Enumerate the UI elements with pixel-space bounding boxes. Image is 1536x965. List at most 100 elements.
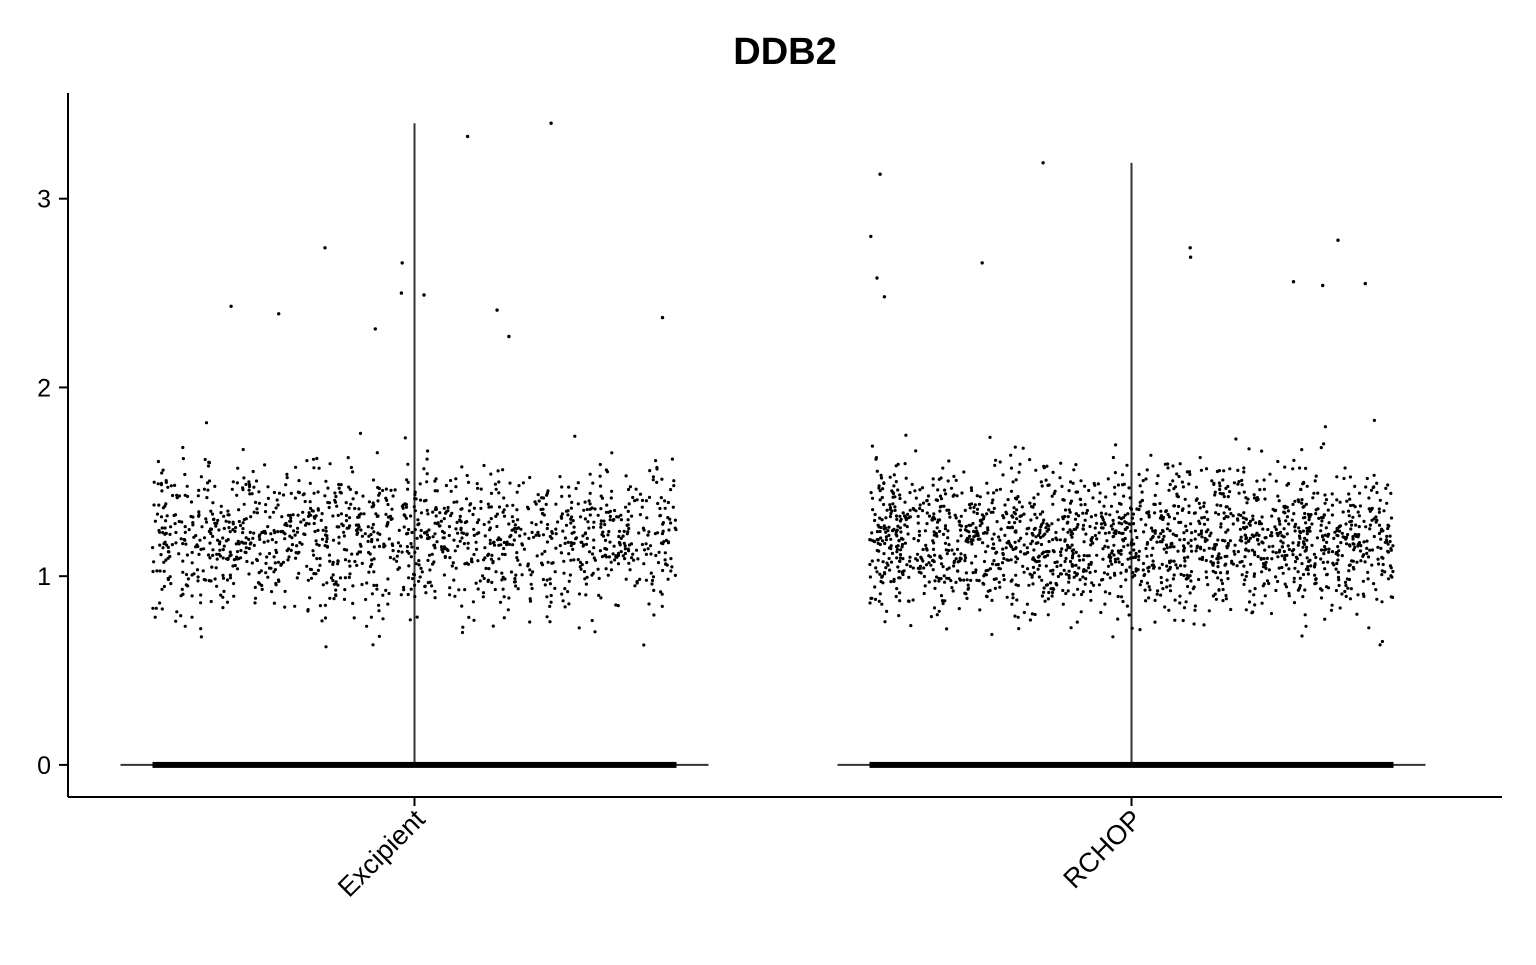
data-point [1197, 533, 1201, 537]
data-point [973, 503, 977, 507]
data-point [908, 564, 913, 569]
data-point [888, 515, 893, 519]
data-point [482, 576, 486, 581]
data-point [922, 574, 927, 579]
data-point [1304, 502, 1308, 506]
data-point [189, 500, 194, 504]
data-point [158, 543, 162, 547]
data-point [216, 538, 220, 542]
data-point [185, 553, 189, 557]
data-point [1256, 538, 1260, 542]
data-point [576, 481, 580, 485]
data-point [1193, 608, 1197, 612]
data-point [339, 483, 343, 487]
data-point [646, 533, 650, 537]
data-point [203, 457, 207, 462]
data-point [578, 565, 582, 569]
data-point [384, 496, 388, 500]
data-point [196, 579, 200, 583]
data-point [316, 507, 320, 511]
data-point [1011, 480, 1015, 484]
data-point [1147, 569, 1151, 573]
data-point [331, 514, 335, 518]
data-point [1297, 586, 1302, 590]
data-point [914, 496, 918, 500]
data-point [488, 526, 492, 530]
data-point [1013, 496, 1018, 500]
data-point [545, 493, 549, 497]
data-point [1164, 509, 1168, 514]
data-point [992, 532, 996, 536]
data-point [1089, 539, 1093, 543]
data-point [428, 568, 432, 572]
data-point [430, 552, 434, 556]
data-point [460, 531, 464, 535]
data-point [1221, 492, 1225, 496]
data-point [874, 566, 878, 570]
data-point [1199, 468, 1203, 472]
data-point [407, 576, 411, 580]
data-point [1055, 583, 1059, 587]
data-point [952, 552, 956, 556]
data-point [588, 472, 592, 476]
data-point [590, 618, 594, 623]
data-point [1038, 563, 1042, 568]
data-point [500, 578, 504, 582]
data-point [1216, 554, 1220, 558]
data-point [371, 501, 375, 505]
data-point [1225, 554, 1229, 558]
data-point [487, 520, 491, 524]
data-point [1194, 549, 1198, 553]
data-point [1370, 563, 1374, 567]
data-point [474, 540, 478, 544]
data-point [413, 509, 417, 513]
data-point [1138, 484, 1142, 488]
data-point [1386, 483, 1390, 487]
data-point [1291, 467, 1295, 471]
data-point [1389, 547, 1393, 551]
data-point [949, 486, 954, 490]
data-point [630, 556, 634, 560]
data-point [247, 546, 251, 551]
data-point [580, 540, 584, 544]
data-point [288, 524, 292, 528]
data-point [529, 582, 533, 586]
data-point [221, 606, 225, 610]
data-point [661, 522, 665, 526]
data-point [235, 481, 239, 485]
data-point [196, 575, 200, 579]
data-point [1113, 471, 1117, 475]
data-point [1157, 535, 1161, 539]
data-point [612, 544, 616, 548]
data-point [1364, 525, 1368, 529]
data-point [912, 508, 916, 512]
data-point [377, 544, 382, 549]
data-point [472, 552, 476, 557]
data-point [345, 526, 349, 530]
data-point [502, 546, 506, 551]
data-point [1348, 597, 1352, 601]
data-point [1242, 564, 1246, 568]
data-point [158, 601, 162, 605]
data-point [1253, 587, 1257, 591]
data-point [590, 506, 594, 510]
data-point [590, 573, 594, 577]
data-point [1084, 532, 1088, 536]
data-point [236, 539, 240, 543]
data-point [333, 491, 337, 495]
data-point [1095, 521, 1099, 525]
data-point [309, 576, 314, 580]
data-point [1194, 498, 1198, 502]
data-point [1263, 594, 1267, 598]
data-point [263, 510, 268, 514]
data-point [1172, 504, 1176, 508]
data-point [546, 522, 550, 527]
data-point [1061, 602, 1065, 606]
data-point [1153, 620, 1157, 624]
data-point [611, 552, 615, 556]
data-point [563, 541, 567, 546]
data-point [1245, 525, 1249, 529]
data-point [1133, 573, 1137, 578]
data-point [1221, 587, 1225, 592]
data-point [1259, 522, 1263, 526]
